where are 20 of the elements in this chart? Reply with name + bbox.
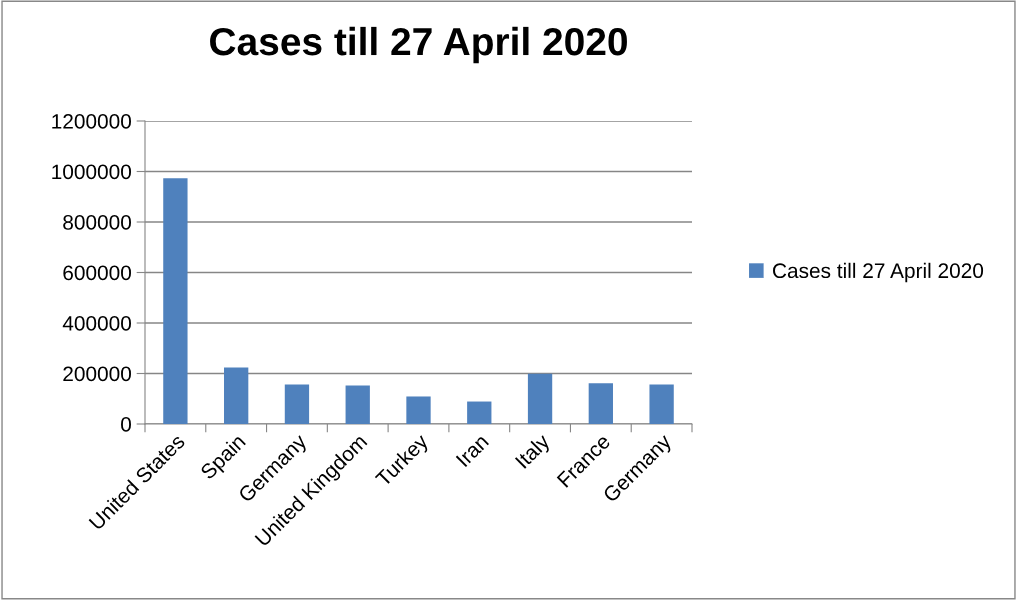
bar [345,385,370,424]
chart-title: Cases till 27 April 2020 [210,26,627,64]
x-tick-label: Italy [514,432,554,472]
y-tick-label: 600000 [63,265,131,281]
bar [406,396,431,424]
y-tick-label: 0 [121,417,131,432]
bar [527,373,553,424]
bar [649,384,674,424]
y-tick-label: 1000000 [52,164,131,180]
x-tick-label: Iran [455,433,490,468]
bar [284,384,310,424]
y-tick-label: 1200000 [52,114,131,129]
bar [588,383,613,424]
y-tick-label: 200000 [63,366,131,382]
legend-label: Cases till 27 April 2020 [773,262,984,283]
y-tick-label: 800000 [63,215,131,230]
bar [163,178,188,424]
bar [224,367,249,424]
bar [467,401,492,424]
y-tick-label: 400000 [62,316,131,331]
